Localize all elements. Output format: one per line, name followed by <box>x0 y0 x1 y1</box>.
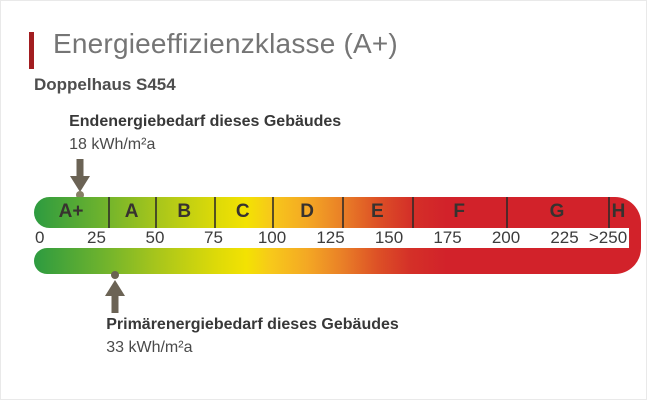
end-energy-marker-dot <box>76 191 85 199</box>
class-label-e: E <box>370 200 384 222</box>
class-label-aplus: A+ <box>58 200 84 222</box>
building-name: Doppelhaus S454 <box>34 75 176 94</box>
class-label-b: B <box>177 200 192 222</box>
axis-tick: 100 <box>257 228 287 247</box>
class-label-c: C <box>235 200 250 222</box>
class-divider <box>108 197 111 228</box>
class-label-g: G <box>549 200 565 222</box>
energy-scale: A+ A B C D E F G H 0 25 50 75 100 125 150 175 200 225 >250 <box>34 197 641 274</box>
class-divider <box>272 197 274 228</box>
end-energy-label: Endenergiebedarf dieses Gebäudes <box>69 113 342 130</box>
class-divider <box>342 197 345 228</box>
page-title: Energieeffizienzklasse (A+) <box>53 28 398 59</box>
axis-strip: 0 25 50 75 100 125 150 175 200 225 >250 <box>34 228 641 248</box>
primary-energy-label-block: Primärenergiebedarf dieses Gebäudes 33 k… <box>106 316 399 357</box>
primary-energy-label: Primärenergiebedarf dieses Gebäudes <box>106 316 399 333</box>
end-energy-value: 18 kWh/m²a <box>69 136 156 153</box>
axis-tick: 150 <box>374 228 404 247</box>
title-accent-bar <box>29 32 34 69</box>
gradient-bar <box>34 248 641 274</box>
class-label-d: D <box>300 200 314 222</box>
axis-tick: 50 <box>145 228 165 247</box>
axis-tick: 175 <box>433 228 462 247</box>
class-divider <box>506 197 508 228</box>
axis-tick: 125 <box>316 228 345 247</box>
arrow-up-icon <box>105 280 126 313</box>
primary-energy-value: 33 kWh/m²a <box>106 339 193 356</box>
class-label-h: H <box>611 200 626 222</box>
axis-tick: 25 <box>87 228 106 247</box>
axis-strip-background <box>34 228 629 248</box>
class-divider <box>412 197 415 228</box>
axis-tick: 75 <box>204 228 223 247</box>
axis-tick: 0 <box>35 228 45 247</box>
axis-tick: >250 <box>588 228 628 247</box>
class-divider <box>213 197 216 228</box>
class-divider <box>155 197 157 228</box>
class-divider <box>608 197 610 228</box>
arrow-down-icon <box>70 159 91 192</box>
axis-tick: 200 <box>491 228 521 247</box>
axis-tick: 225 <box>550 228 579 247</box>
class-label-a: A <box>124 200 139 222</box>
class-bar: A+ A B C D E F G H <box>34 197 641 228</box>
end-energy-label-block: Endenergiebedarf dieses Gebäudes 18 kWh/… <box>69 113 341 154</box>
class-label-f: F <box>453 200 465 222</box>
primary-energy-marker-dot <box>111 271 120 279</box>
